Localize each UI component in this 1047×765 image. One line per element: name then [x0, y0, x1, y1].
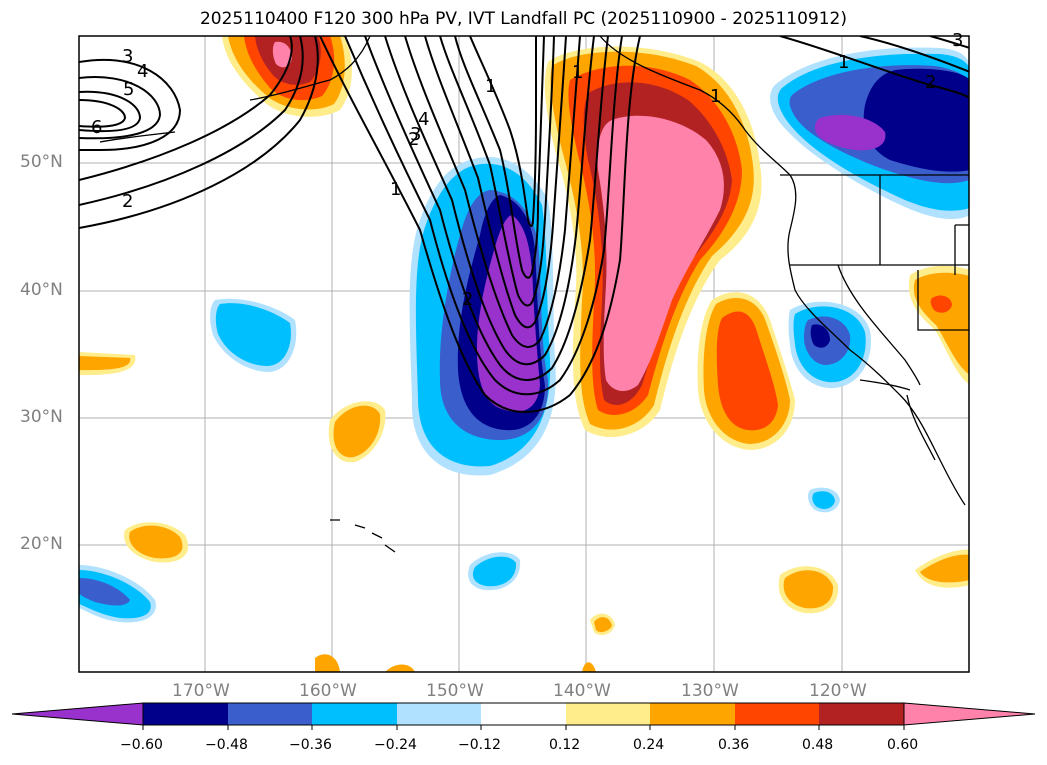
negative-pc-region-misc [79, 298, 871, 623]
lon-label-120w: 120°W [809, 681, 867, 701]
colorbar-tick-label: 0.12 [549, 737, 581, 753]
negative-pc-region-trough [409, 156, 556, 476]
pv-contours [79, 36, 969, 413]
colorbar-tick-label: −0.48 [205, 737, 248, 753]
contour-label: 2 [408, 129, 419, 150]
positive-pc-region-misc [79, 265, 969, 672]
contour-label: 3 [122, 46, 133, 67]
contour-label: 3 [952, 30, 963, 51]
colorbar-tick-label: 0.36 [718, 737, 750, 753]
contour-label: 2 [462, 289, 473, 310]
coastlines [99, 36, 969, 553]
colorbar-tick-label: 0.60 [887, 737, 919, 753]
lat-label-30n: 30°N [20, 407, 63, 427]
colorbar-tick-label: 0.24 [633, 737, 665, 753]
contour-label: 1 [572, 62, 583, 83]
lon-label-130w: 130°W [681, 681, 739, 701]
positive-pc-region-nw [222, 36, 352, 117]
colorbar-tick-label: −0.12 [458, 737, 501, 753]
map-frame [78, 35, 970, 673]
colorbar [11, 702, 1036, 730]
contour-label: 2 [925, 72, 936, 93]
map-title: 2025110400 F120 300 hPa PV, IVT Landfall… [199, 9, 847, 29]
lat-label-20n: 20°N [20, 534, 63, 554]
negative-pc-region-northeast [770, 47, 969, 220]
contour-label: 1 [710, 86, 721, 107]
contour-label: 5 [123, 79, 134, 100]
contour-label: 2 [122, 191, 133, 212]
colorbar-tick-label: 0.48 [802, 737, 834, 753]
lat-label-40n: 40°N [20, 280, 63, 300]
contour-labels: 3 4 5 6 2 1 2 3 4 1 2 1 1 1 2 3 [91, 30, 963, 310]
lon-label-160w: 160°W [299, 681, 357, 701]
lat-label-50n: 50°N [20, 152, 63, 172]
colorbar-tick-label: −0.24 [374, 737, 417, 753]
lon-label-170w: 170°W [172, 681, 230, 701]
contour-label: 1 [390, 179, 401, 200]
colorbar-tick-label: −0.36 [289, 737, 332, 753]
colorbar-max-arrow [903, 702, 1036, 726]
lon-label-150w: 150°W [426, 681, 484, 701]
contour-label: 3 [410, 124, 421, 145]
positive-pc-region-east [697, 292, 795, 450]
colorbar-min-arrow [11, 702, 144, 726]
contour-label: 1 [485, 76, 496, 97]
contour-label: 6 [91, 117, 102, 138]
contour-label: 4 [418, 109, 429, 130]
colorbar-tick-label: −0.60 [120, 737, 163, 753]
lon-label-140w: 140°W [553, 681, 611, 701]
contour-label: 4 [137, 61, 148, 82]
contour-label: 1 [838, 52, 849, 73]
